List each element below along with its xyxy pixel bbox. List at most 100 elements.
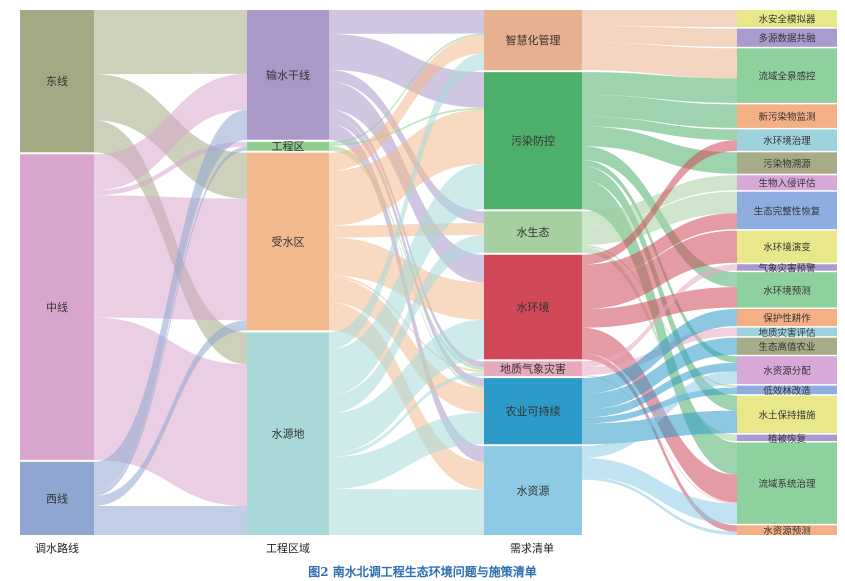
nodes-layer — [20, 10, 837, 535]
node-label-s14: 生态高值农业 — [758, 341, 815, 353]
node-wuran — [484, 72, 582, 210]
column-labels: 调水路线 工程区域 需求清单 — [35, 541, 554, 555]
node-dongxian — [20, 10, 94, 153]
node-label-shuihuan: 水环境 — [517, 300, 550, 314]
node-zhongxian — [20, 154, 94, 460]
node-label-s12: 保护性耕作 — [763, 313, 811, 325]
node-label-s2: 多源数据共融 — [758, 33, 816, 45]
node-label-wuran: 污染防控 — [511, 134, 555, 148]
link-shoushui-wuran — [329, 109, 484, 226]
node-shuihuan — [484, 254, 582, 360]
link-nongye-s16 — [582, 387, 737, 424]
link-gongcheng-zhihui — [329, 33, 484, 144]
node-label-dizhi: 地质气象灾害 — [500, 362, 566, 376]
link-shuiziyuan-s15 — [582, 371, 737, 459]
node-label-s6: 污染物溯源 — [763, 158, 811, 170]
link-dizhi-s10 — [582, 264, 737, 368]
link-shuihuan-s9 — [582, 230, 737, 310]
node-s19 — [737, 442, 837, 524]
node-label-zhihui: 智慧化管理 — [506, 33, 561, 47]
column-label-route: 调水路线 — [35, 541, 79, 555]
link-shuiyuan-shuisheng — [329, 234, 484, 414]
node-label-nongye: 农业可持续 — [506, 404, 561, 418]
link-nongye-s14 — [582, 337, 737, 410]
link-zhongxian-gongcheng — [94, 141, 247, 196]
node-s13 — [737, 327, 837, 337]
node-label-s9: 水环境演变 — [763, 242, 811, 254]
node-zhihui — [484, 10, 582, 71]
link-shuiyuan-wuran — [329, 163, 484, 396]
node-label-zhongxian: 中线 — [46, 300, 68, 314]
link-nongye-s17 — [582, 410, 737, 445]
node-s2 — [737, 28, 837, 47]
link-shuihuan-s8 — [582, 213, 737, 280]
node-label-shoushui: 受水区 — [272, 236, 305, 249]
node-label-s8: 生态完整性恢复 — [754, 205, 821, 217]
node-label-s3: 流域全景感控 — [758, 71, 816, 83]
link-zhihui-s1 — [582, 10, 737, 28]
node-s14 — [737, 337, 837, 355]
figure-caption: 图2 南水北调工程生态环境问题与施策清单 — [308, 565, 537, 579]
link-zhongxian-shuxian — [94, 73, 247, 191]
node-label-s1: 水安全模拟器 — [758, 14, 816, 26]
node-label-s17: 水土保持措施 — [758, 409, 816, 421]
link-xixian-shoushui — [94, 320, 247, 506]
link-shuihuan-s20 — [582, 353, 737, 532]
link-shuxian-zhihui — [329, 10, 484, 34]
node-label-s15: 水资源分配 — [763, 365, 811, 377]
node-label-dongxian: 东线 — [46, 74, 68, 88]
link-xixian-shuxian — [94, 109, 247, 492]
link-wuran-s17 — [582, 165, 737, 411]
node-s16 — [737, 385, 837, 395]
column-label-region: 工程区域 — [266, 542, 310, 555]
node-label-shuiyuan: 水源地 — [272, 427, 305, 441]
node-nongye — [484, 378, 582, 445]
node-gongcheng — [247, 141, 329, 151]
link-nongye-s12 — [582, 308, 737, 394]
link-nongye-s15 — [582, 362, 737, 418]
node-shuisheng — [484, 211, 582, 253]
link-shuiyuan-nongye — [329, 412, 484, 490]
link-shuisheng-s8 — [582, 191, 737, 245]
node-s17 — [737, 395, 837, 434]
node-s20 — [737, 525, 837, 535]
link-shuiyuan-shuiziyuan — [329, 489, 484, 535]
node-s15 — [737, 356, 837, 385]
node-shuiyuan — [247, 332, 329, 535]
node-s12 — [737, 308, 837, 327]
node-label-shuisheng: 水生态 — [517, 225, 550, 239]
link-wuran-s4 — [582, 94, 737, 128]
link-zhihui-s2 — [582, 25, 737, 47]
node-label-s4: 新污染物监测 — [758, 111, 815, 123]
node-s4 — [737, 104, 837, 128]
node-s18 — [737, 434, 837, 442]
link-wuran-s19 — [582, 179, 737, 475]
node-label-shuiziyuan: 水资源 — [517, 484, 550, 498]
link-shuxian-nongye — [329, 115, 484, 387]
node-shuxian — [247, 10, 329, 140]
column-label-demand: 需求清单 — [510, 542, 554, 555]
link-shuiziyuan-s20 — [582, 476, 737, 535]
links-layer — [94, 10, 737, 535]
link-zhihui-s3 — [582, 42, 737, 79]
node-label-s16: 低效林改造 — [763, 385, 811, 397]
link-shoushui-shuisheng — [329, 223, 484, 238]
node-label-s20: 水资源预测 — [763, 525, 811, 537]
link-xixian-gongcheng — [94, 146, 247, 496]
node-s11 — [737, 272, 837, 308]
node-s8 — [737, 191, 837, 230]
link-xixian-shuiyuan — [94, 505, 247, 535]
node-s3 — [737, 48, 837, 103]
link-dizhi-s19 — [582, 375, 737, 504]
link-shuiyuan-shuihuan — [329, 319, 484, 454]
node-label-s18: 植被恢复 — [768, 433, 807, 445]
node-label-s5: 水环境治理 — [763, 135, 811, 147]
node-shoushui — [247, 152, 329, 331]
node-label-s13: 地质灾害评估 — [758, 327, 816, 339]
node-label-xixian: 西线 — [46, 491, 68, 505]
link-shoushui-zhihui — [329, 35, 484, 171]
node-s1 — [737, 10, 837, 28]
link-shuiziyuan-s19 — [582, 458, 737, 524]
node-shuiziyuan — [484, 446, 582, 535]
